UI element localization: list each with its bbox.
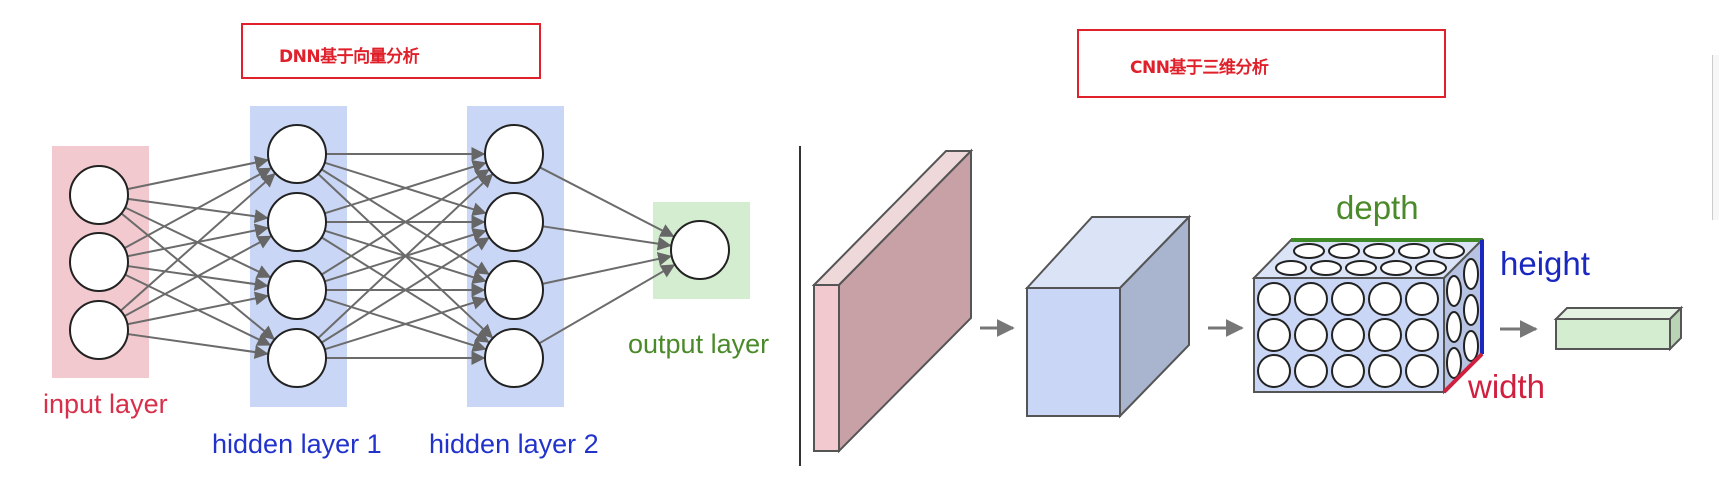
scrollbar-edge xyxy=(1712,55,1719,220)
neuron xyxy=(267,192,327,252)
dnn-title-box: DNN基于向量分析 xyxy=(241,23,541,79)
connection-line xyxy=(123,235,272,317)
hidden-layer-1-label: hidden layer 1 xyxy=(212,429,382,459)
neuron-volume xyxy=(1251,237,1485,395)
connection-line xyxy=(324,296,487,351)
volume-neuron-top xyxy=(1345,260,1377,276)
dnn-title: DNN基于向量分析 xyxy=(279,47,420,67)
volume-neuron-top xyxy=(1433,243,1465,259)
connection-line xyxy=(127,155,269,191)
cnn-title-box: CNN基于三维分析 xyxy=(1077,29,1446,98)
volume-neuron xyxy=(1294,354,1328,388)
volume-neuron-top xyxy=(1398,243,1430,259)
cnn-title: CNN基于三维分析 xyxy=(1130,58,1269,78)
output-volume xyxy=(1553,305,1684,352)
height-label: height xyxy=(1500,245,1590,282)
volume-neuron-top xyxy=(1328,243,1360,259)
volume-neuron-side xyxy=(1463,330,1479,362)
neuron xyxy=(484,328,544,388)
input-layer-label: input layer xyxy=(43,389,168,419)
neuron xyxy=(484,124,544,184)
volume-neuron-side xyxy=(1446,275,1462,307)
connection-line xyxy=(539,166,675,238)
connection-line xyxy=(324,160,487,215)
volume-neuron xyxy=(1294,318,1328,352)
volume-neuron-top xyxy=(1310,260,1342,276)
volume-neuron xyxy=(1331,282,1365,316)
width-edge xyxy=(1442,352,1484,394)
input-volume xyxy=(811,148,974,454)
connection-line xyxy=(317,173,494,339)
dnn-neurons xyxy=(69,124,730,388)
volume-neuron xyxy=(1405,354,1439,388)
connection-line xyxy=(542,225,672,251)
volume-neuron-top xyxy=(1380,260,1412,276)
dnn-connections xyxy=(120,147,676,365)
hidden-volume xyxy=(1024,214,1192,419)
volume-neuron xyxy=(1331,354,1365,388)
connection-line xyxy=(127,333,269,359)
volume-neuron xyxy=(1368,282,1402,316)
volume-neuron-top xyxy=(1275,260,1307,276)
volume-neuron-side xyxy=(1446,347,1462,379)
connection-line xyxy=(321,169,490,276)
connection-line xyxy=(123,167,272,249)
neuron xyxy=(484,260,544,320)
volume-neuron xyxy=(1257,354,1291,388)
volume-neuron xyxy=(1368,318,1402,352)
volume-neuron xyxy=(1331,318,1365,352)
connection-line xyxy=(542,252,673,285)
neuron xyxy=(69,232,129,292)
volume-neuron-side xyxy=(1446,311,1462,343)
volume-neuron xyxy=(1257,318,1291,352)
volume-neuron xyxy=(1368,354,1402,388)
neuron xyxy=(69,300,129,360)
volume-neuron xyxy=(1405,318,1439,352)
volume-neuron-top xyxy=(1293,243,1325,259)
volume-neuron-top xyxy=(1363,243,1395,259)
volume-neuron-top xyxy=(1415,260,1447,276)
volume-neuron xyxy=(1257,282,1291,316)
volume-neuron xyxy=(1405,282,1439,316)
depth-label: depth xyxy=(1336,189,1419,226)
neuron xyxy=(670,220,730,280)
output-layer-label: output layer xyxy=(628,329,769,359)
connection-line xyxy=(538,264,676,345)
neuron xyxy=(267,328,327,388)
neuron xyxy=(484,192,544,252)
connection-line xyxy=(127,291,269,326)
neuron xyxy=(267,260,327,320)
neuron xyxy=(69,165,129,225)
connection-line xyxy=(321,237,490,344)
width-label: width xyxy=(1467,368,1545,405)
volume-neuron xyxy=(1294,282,1328,316)
hidden-layer-2-label: hidden layer 2 xyxy=(429,429,599,459)
volume-neuron-side xyxy=(1463,294,1479,326)
neuron xyxy=(267,124,327,184)
volume-neuron-side xyxy=(1463,258,1479,290)
connection-line xyxy=(120,173,276,312)
